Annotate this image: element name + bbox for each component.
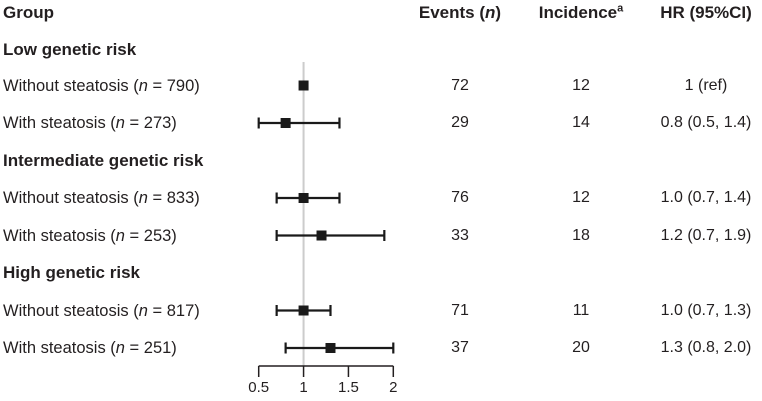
row-label-n-italic: n: [115, 339, 125, 357]
group-header: Intermediate genetic risk: [3, 150, 204, 170]
row-label-n-italic: n: [138, 76, 148, 95]
hr-point-marker: [316, 230, 327, 241]
events-value: 72: [451, 76, 469, 94]
events-value: 71: [451, 301, 469, 319]
hr-point-marker: [298, 80, 309, 91]
incidence-value: 18: [572, 226, 590, 244]
row-label: Without steatosis (n = 790): [3, 76, 200, 95]
hr-value: 1.0 (0.7, 1.4): [660, 189, 752, 206]
row-label-n-italic: n: [138, 301, 148, 320]
hr-value: 1.0 (0.7, 1.3): [660, 301, 752, 319]
row-label: Without steatosis (n = 817): [3, 301, 200, 320]
row-label-n-italic: n: [138, 189, 148, 207]
hr-point-marker: [280, 118, 291, 128]
hr-point-marker: [298, 193, 309, 203]
hr-value: 0.8 (0.5, 1.4): [660, 114, 752, 131]
incidence-value: 12: [572, 76, 590, 94]
column-header-events: Events (n): [400, 2, 520, 24]
incidence-value: 11: [572, 301, 590, 319]
events-value: 37: [451, 339, 469, 356]
row-label-n-italic: n: [115, 226, 125, 245]
x-axis-tick-label: 1: [299, 379, 307, 396]
incidence-value: 20: [572, 339, 590, 356]
incidence-value: 12: [572, 189, 590, 206]
column-header-hr: HR (95%CI): [660, 3, 752, 22]
incidence-header-text: Incidence: [538, 3, 618, 22]
row-label: With steatosis (n = 253): [3, 226, 177, 245]
group-header: High genetic risk: [3, 263, 140, 282]
events-value: 29: [451, 114, 469, 131]
events-value: 76: [451, 189, 469, 206]
x-axis-tick-label: 1.5: [338, 379, 359, 396]
hr-value: 1.3 (0.8, 2.0): [660, 339, 752, 356]
hr-value: 1.2 (0.7, 1.9): [660, 226, 752, 244]
hr-point-marker: [325, 343, 336, 353]
group-header: Low genetic risk: [3, 40, 137, 59]
events-value: 33: [451, 226, 469, 244]
column-header-group: Group: [3, 3, 54, 22]
events-header-close: ): [495, 3, 502, 22]
events-header-n-italic: n: [485, 3, 496, 22]
row-label: With steatosis (n = 273): [3, 114, 177, 132]
hr-value: 1 (ref): [684, 76, 728, 94]
row-label: Without steatosis (n = 833): [3, 189, 200, 207]
row-label-n-italic: n: [115, 114, 125, 132]
events-header-text: Events (: [418, 3, 486, 22]
incidence-footnote-marker: a: [617, 2, 624, 15]
x-axis-tick-label: 2: [389, 379, 397, 396]
incidence-value: 14: [572, 114, 590, 131]
hr-point-marker: [298, 305, 309, 316]
row-label: With steatosis (n = 251): [3, 339, 177, 357]
x-axis-tick-label: 0.5: [248, 379, 269, 396]
column-header-incidence: Incidencea: [521, 2, 641, 24]
